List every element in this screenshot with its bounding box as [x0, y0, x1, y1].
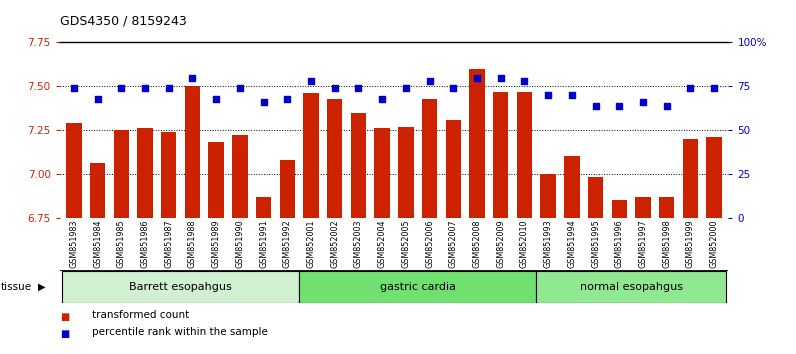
Bar [279, 160, 295, 218]
Point [162, 85, 175, 91]
Bar [209, 142, 224, 218]
Bar [706, 137, 722, 218]
Text: GSM852002: GSM852002 [330, 219, 339, 268]
Text: GSM852000: GSM852000 [709, 219, 719, 268]
Bar [537, 271, 726, 303]
Point [661, 103, 673, 108]
Point [352, 85, 365, 91]
Text: normal esopahgus: normal esopahgus [579, 282, 683, 292]
Bar [90, 164, 105, 218]
Point [68, 85, 80, 91]
Text: GSM851999: GSM851999 [686, 219, 695, 268]
Text: ■: ■ [60, 329, 69, 339]
Point [518, 78, 531, 84]
Bar [185, 86, 200, 218]
Bar [161, 132, 177, 218]
Text: GSM852001: GSM852001 [306, 219, 315, 268]
Bar [564, 156, 579, 218]
Text: GSM852005: GSM852005 [401, 219, 411, 268]
Point [542, 92, 555, 98]
Text: transformed count: transformed count [92, 310, 189, 320]
Point [637, 99, 650, 105]
Text: GSM852007: GSM852007 [449, 219, 458, 268]
Bar [138, 129, 153, 218]
Text: GSM852008: GSM852008 [473, 219, 482, 268]
Text: GSM851997: GSM851997 [638, 219, 647, 268]
Text: GSM851986: GSM851986 [141, 219, 150, 268]
Bar [398, 127, 414, 218]
Text: GSM851991: GSM851991 [259, 219, 268, 268]
Bar [62, 271, 299, 303]
Bar [327, 98, 342, 218]
Text: GDS4350 / 8159243: GDS4350 / 8159243 [60, 14, 186, 27]
Text: GSM852004: GSM852004 [377, 219, 387, 268]
Bar [256, 197, 271, 218]
Text: GSM851988: GSM851988 [188, 219, 197, 268]
Bar [299, 271, 537, 303]
Text: GSM851983: GSM851983 [69, 219, 79, 268]
Point [400, 85, 412, 91]
Text: GSM852010: GSM852010 [520, 219, 529, 268]
Point [423, 78, 436, 84]
Text: GSM851987: GSM851987 [164, 219, 174, 268]
Bar [446, 120, 461, 218]
Bar [683, 139, 698, 218]
Point [613, 103, 626, 108]
Bar [659, 197, 674, 218]
Text: GSM851990: GSM851990 [236, 219, 244, 268]
Bar [232, 135, 248, 218]
Bar [351, 113, 366, 218]
Bar [422, 98, 437, 218]
Point [684, 85, 696, 91]
Text: GSM852003: GSM852003 [354, 219, 363, 268]
Point [139, 85, 151, 91]
Text: GSM852009: GSM852009 [496, 219, 505, 268]
Point [281, 96, 294, 101]
Point [470, 75, 483, 80]
Point [305, 78, 318, 84]
Text: GSM851993: GSM851993 [544, 219, 552, 268]
Point [210, 96, 223, 101]
Point [233, 85, 246, 91]
Point [257, 99, 270, 105]
Bar [493, 92, 509, 218]
Point [186, 75, 199, 80]
Text: GSM852006: GSM852006 [425, 219, 434, 268]
Bar [540, 174, 556, 218]
Text: ▶: ▶ [38, 282, 45, 292]
Bar [303, 93, 318, 218]
Point [376, 96, 388, 101]
Point [708, 85, 720, 91]
Text: Barrett esopahgus: Barrett esopahgus [129, 282, 232, 292]
Text: GSM851992: GSM851992 [283, 219, 292, 268]
Text: tissue: tissue [1, 282, 32, 292]
Text: percentile rank within the sample: percentile rank within the sample [92, 327, 267, 337]
Bar [588, 177, 603, 218]
Text: GSM851998: GSM851998 [662, 219, 671, 268]
Bar [374, 129, 390, 218]
Bar [114, 130, 129, 218]
Text: GSM851989: GSM851989 [212, 219, 220, 268]
Point [565, 92, 578, 98]
Text: GSM851984: GSM851984 [93, 219, 102, 268]
Bar [635, 197, 650, 218]
Point [115, 85, 127, 91]
Bar [611, 200, 627, 218]
Text: GSM851994: GSM851994 [568, 219, 576, 268]
Text: GSM851985: GSM851985 [117, 219, 126, 268]
Text: GSM851995: GSM851995 [591, 219, 600, 268]
Text: ■: ■ [60, 312, 69, 321]
Bar [517, 92, 533, 218]
Point [589, 103, 602, 108]
Bar [470, 69, 485, 218]
Point [329, 85, 341, 91]
Text: gastric cardia: gastric cardia [380, 282, 456, 292]
Point [92, 96, 104, 101]
Point [447, 85, 459, 91]
Bar [66, 123, 82, 218]
Text: GSM851996: GSM851996 [615, 219, 624, 268]
Point [494, 75, 507, 80]
